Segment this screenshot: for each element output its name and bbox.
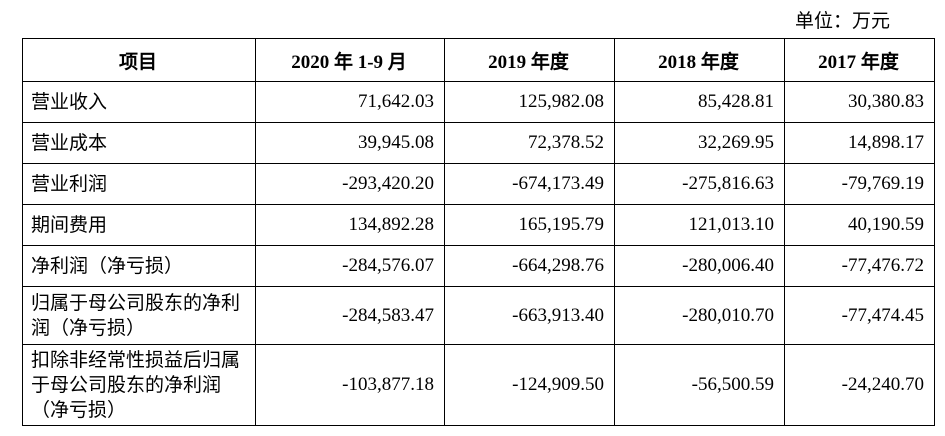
cell-value: 165,195.79 — [444, 204, 615, 246]
cell-value: -79,769.19 — [784, 163, 935, 205]
header-2019: 2019 年度 — [444, 38, 615, 82]
cell-value: 72,378.52 — [444, 122, 615, 164]
row-label: 营业利润 — [22, 163, 256, 205]
row-label: 期间费用 — [22, 204, 256, 246]
cell-value: -103,877.18 — [255, 344, 445, 426]
cell-value: -284,583.47 — [255, 286, 445, 345]
cell-value: 14,898.17 — [784, 122, 935, 164]
row-label: 净利润（净亏损） — [22, 245, 256, 287]
unit-note: 单位：万元 — [794, 11, 890, 32]
row-label: 营业收入 — [22, 81, 256, 123]
cell-value: 134,892.28 — [255, 204, 445, 246]
cell-value: -56,500.59 — [614, 344, 785, 426]
cell-value: 121,013.10 — [614, 204, 785, 246]
header-2017: 2017 年度 — [784, 38, 935, 82]
cell-value: -124,909.50 — [444, 344, 615, 426]
financial-table: 项目 2020 年 1-9 月 2019 年度 2018 年度 2017 年度 … — [22, 38, 935, 426]
cell-value: 85,428.81 — [614, 81, 785, 123]
row-label: 营业成本 — [22, 122, 256, 164]
table-row: 净利润（净亏损） -284,576.07 -664,298.76 -280,00… — [22, 245, 935, 287]
table-row: 扣除非经常性损益后归属于母公司股东的净利润（净亏损） -103,877.18 -… — [22, 344, 935, 426]
cell-value: -293,420.20 — [255, 163, 445, 205]
cell-value: -663,913.40 — [444, 286, 615, 345]
cell-value: 39,945.08 — [255, 122, 445, 164]
header-item: 项目 — [22, 38, 256, 82]
cell-value: -24,240.70 — [784, 344, 935, 426]
row-label: 归属于母公司股东的净利润（净亏损） — [22, 286, 256, 345]
cell-value: -280,006.40 — [614, 245, 785, 287]
header-2018: 2018 年度 — [614, 38, 785, 82]
table-row: 营业利润 -293,420.20 -674,173.49 -275,816.63… — [22, 163, 935, 205]
cell-value: -77,476.72 — [784, 245, 935, 287]
table-row: 营业收入 71,642.03 125,982.08 85,428.81 30,3… — [22, 81, 935, 123]
table-header-row: 项目 2020 年 1-9 月 2019 年度 2018 年度 2017 年度 — [22, 38, 935, 82]
cell-value: 125,982.08 — [444, 81, 615, 123]
cell-value: -77,474.45 — [784, 286, 935, 345]
cell-value: 32,269.95 — [614, 122, 785, 164]
cell-value: -275,816.63 — [614, 163, 785, 205]
cell-value: -664,298.76 — [444, 245, 615, 287]
table-row: 期间费用 134,892.28 165,195.79 121,013.10 40… — [22, 204, 935, 246]
cell-value: 30,380.83 — [784, 81, 935, 123]
cell-value: -284,576.07 — [255, 245, 445, 287]
cell-value: 71,642.03 — [255, 81, 445, 123]
cell-value: 40,190.59 — [784, 204, 935, 246]
row-label: 扣除非经常性损益后归属于母公司股东的净利润（净亏损） — [22, 344, 256, 426]
table-row: 营业成本 39,945.08 72,378.52 32,269.95 14,89… — [22, 122, 935, 164]
cell-value: -674,173.49 — [444, 163, 615, 205]
table-row: 归属于母公司股东的净利润（净亏损） -284,583.47 -663,913.4… — [22, 286, 935, 345]
cell-value: -280,010.70 — [614, 286, 785, 345]
header-2020-q1-q3: 2020 年 1-9 月 — [255, 38, 445, 82]
